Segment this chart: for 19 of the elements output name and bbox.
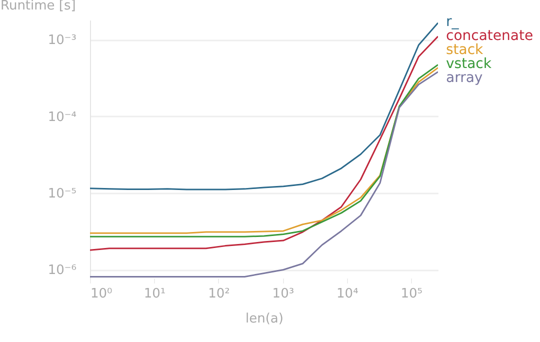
x-tick-label: 10¹	[144, 286, 166, 302]
series-label: array	[446, 70, 483, 86]
x-tick-label: 10²	[208, 286, 230, 302]
y-tick-label: 10⁻⁵	[48, 186, 76, 202]
y-tick-label: 10⁻⁴	[48, 110, 76, 125]
x-tick-label: 10⁰	[90, 286, 112, 302]
series-label: r_	[446, 14, 460, 30]
y-tick-label: 10⁻³	[48, 33, 76, 48]
y-tick-label: 10⁻⁶	[48, 263, 76, 278]
x-axis-title: len(a)	[246, 312, 284, 326]
line-series	[90, 22, 438, 190]
x-tick-label: 10⁴	[336, 286, 358, 302]
x-tick-label: 10⁵	[400, 286, 423, 302]
series-label: stack	[446, 42, 484, 58]
x-tick-label: 10³	[272, 286, 294, 302]
series-label: concatenate	[446, 28, 534, 44]
line-series	[90, 36, 438, 251]
line-series	[90, 71, 438, 278]
series-label: vstack	[446, 56, 492, 72]
